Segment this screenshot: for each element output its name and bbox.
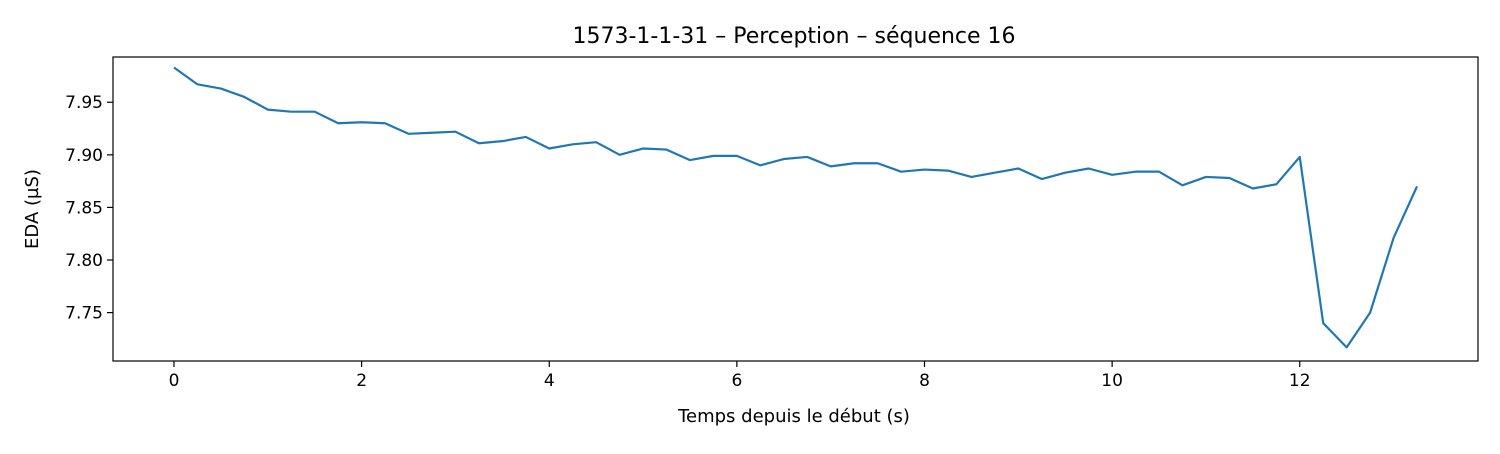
y-tick-label: 7.75	[65, 304, 103, 324]
x-tick-label: 6	[731, 371, 742, 391]
chart-title: 1573-1-1-31 – Perception – séquence 16	[572, 24, 1015, 49]
x-tick-label: 10	[1101, 371, 1123, 391]
y-tick-label: 7.80	[65, 251, 103, 271]
x-tick-label: 2	[356, 371, 367, 391]
x-axis-label: Temps depuis le début (s)	[677, 406, 910, 427]
x-tick-label: 0	[169, 371, 180, 391]
x-tick-label: 12	[1289, 371, 1311, 391]
y-tick-label: 7.90	[65, 146, 103, 166]
x-tick-label: 4	[544, 371, 555, 391]
y-tick-label: 7.95	[65, 93, 103, 113]
x-tick-label: 8	[919, 371, 930, 391]
y-tick-label: 7.85	[65, 198, 103, 218]
y-axis-label: EDA (µS)	[22, 169, 43, 249]
